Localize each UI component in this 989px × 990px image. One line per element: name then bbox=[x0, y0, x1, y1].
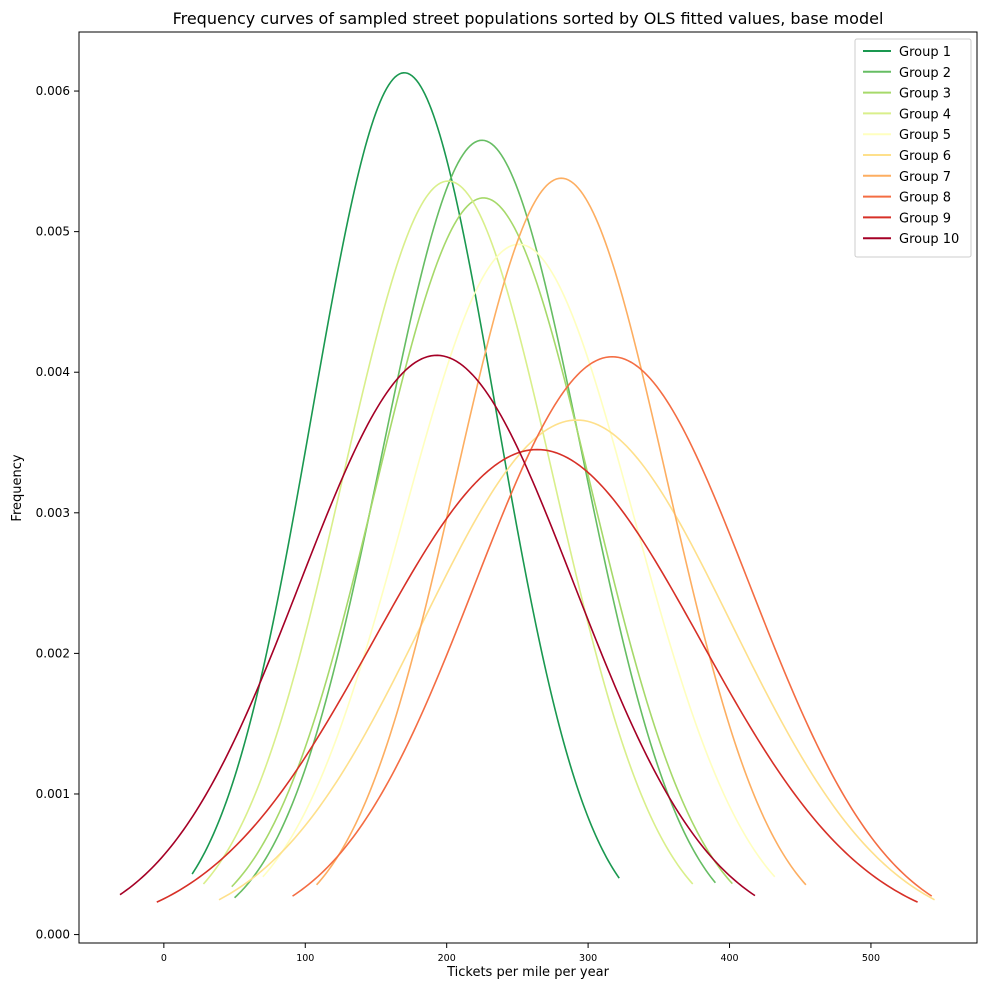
series-line-group-6 bbox=[218, 419, 935, 901]
legend-label: Group 4 bbox=[899, 107, 951, 122]
legend-label: Group 3 bbox=[899, 87, 951, 102]
y-tick-label: 0.006 bbox=[36, 84, 70, 98]
curves-layer bbox=[119, 71, 935, 903]
x-tick-label: 400 bbox=[720, 953, 738, 964]
y-tick-label: 0.002 bbox=[36, 646, 70, 660]
x-tick-label: 100 bbox=[296, 953, 314, 964]
series-line-group-2 bbox=[234, 139, 717, 899]
x-tick-label: 200 bbox=[438, 953, 456, 964]
y-axis: 0.000 0.001 0.002 0.003 0.004 0.005 0.006 bbox=[36, 84, 79, 942]
series-line-group-10 bbox=[119, 354, 756, 897]
y-tick-label: 0.001 bbox=[36, 787, 70, 801]
legend-label: Group 7 bbox=[899, 170, 951, 185]
legend-label: Group 1 bbox=[899, 45, 951, 60]
series-line-group-7 bbox=[315, 177, 807, 886]
series-line-group-9 bbox=[156, 448, 918, 903]
legend: Group 1 Group 2 Group 3 Group 4 Group 5 Group… bbox=[854, 38, 972, 258]
y-tick-label: 0.004 bbox=[36, 365, 70, 379]
plot-frame bbox=[78, 31, 978, 944]
legend-label: Group 2 bbox=[899, 66, 951, 81]
series-line-group-3 bbox=[231, 197, 733, 888]
legend-label: Group 8 bbox=[899, 191, 951, 206]
series-line-group-1 bbox=[191, 71, 620, 879]
x-tick-label: 0 bbox=[161, 953, 167, 964]
series-line-group-4 bbox=[202, 180, 694, 885]
x-axis-label: Tickets per mile per year bbox=[446, 965, 609, 980]
x-tick-label: 500 bbox=[862, 953, 880, 964]
y-tick-label: 0.005 bbox=[36, 225, 70, 239]
legend-label: Group 5 bbox=[899, 128, 951, 143]
y-axis-label: Frequency bbox=[10, 454, 25, 521]
x-axis: 0 100 200 300 400 500 bbox=[161, 943, 880, 964]
legend-label: Group 6 bbox=[899, 149, 951, 164]
series-line-group-8 bbox=[292, 355, 933, 897]
legend-label: Group 9 bbox=[899, 211, 951, 226]
y-tick-label: 0.003 bbox=[36, 506, 70, 520]
y-tick-label: 0.000 bbox=[36, 928, 70, 942]
x-tick-label: 300 bbox=[579, 953, 597, 964]
legend-label: Group 10 bbox=[899, 232, 959, 247]
chart-title: Frequency curves of sampled street popul… bbox=[173, 9, 884, 28]
series-line-group-5 bbox=[262, 243, 776, 878]
